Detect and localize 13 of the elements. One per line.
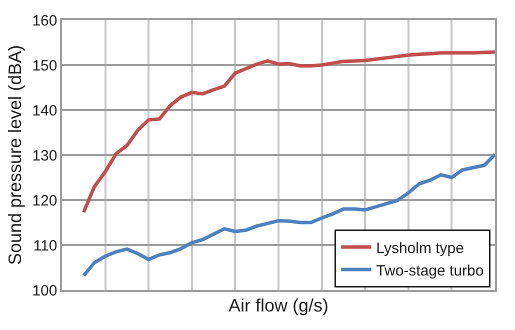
legend-label: Two-stage turbo [376,262,484,280]
y-tick-label: 110 [33,237,58,254]
legend-label: Lysholm type [376,240,464,257]
line-series [82,50,495,214]
y-tick-label: 100 [32,282,58,300]
y-axis-title: Sound pressure level (dBA) [4,44,25,266]
y-tick-label: 160 [32,12,58,30]
y-tick-label: 150 [32,57,58,74]
x-axis-title: Air flow (g/s) [228,295,329,316]
y-tick-label: 120 [32,192,58,210]
line-series [82,152,495,278]
y-tick-label: 130 [32,147,58,164]
y-tick-label: 140 [32,102,58,120]
